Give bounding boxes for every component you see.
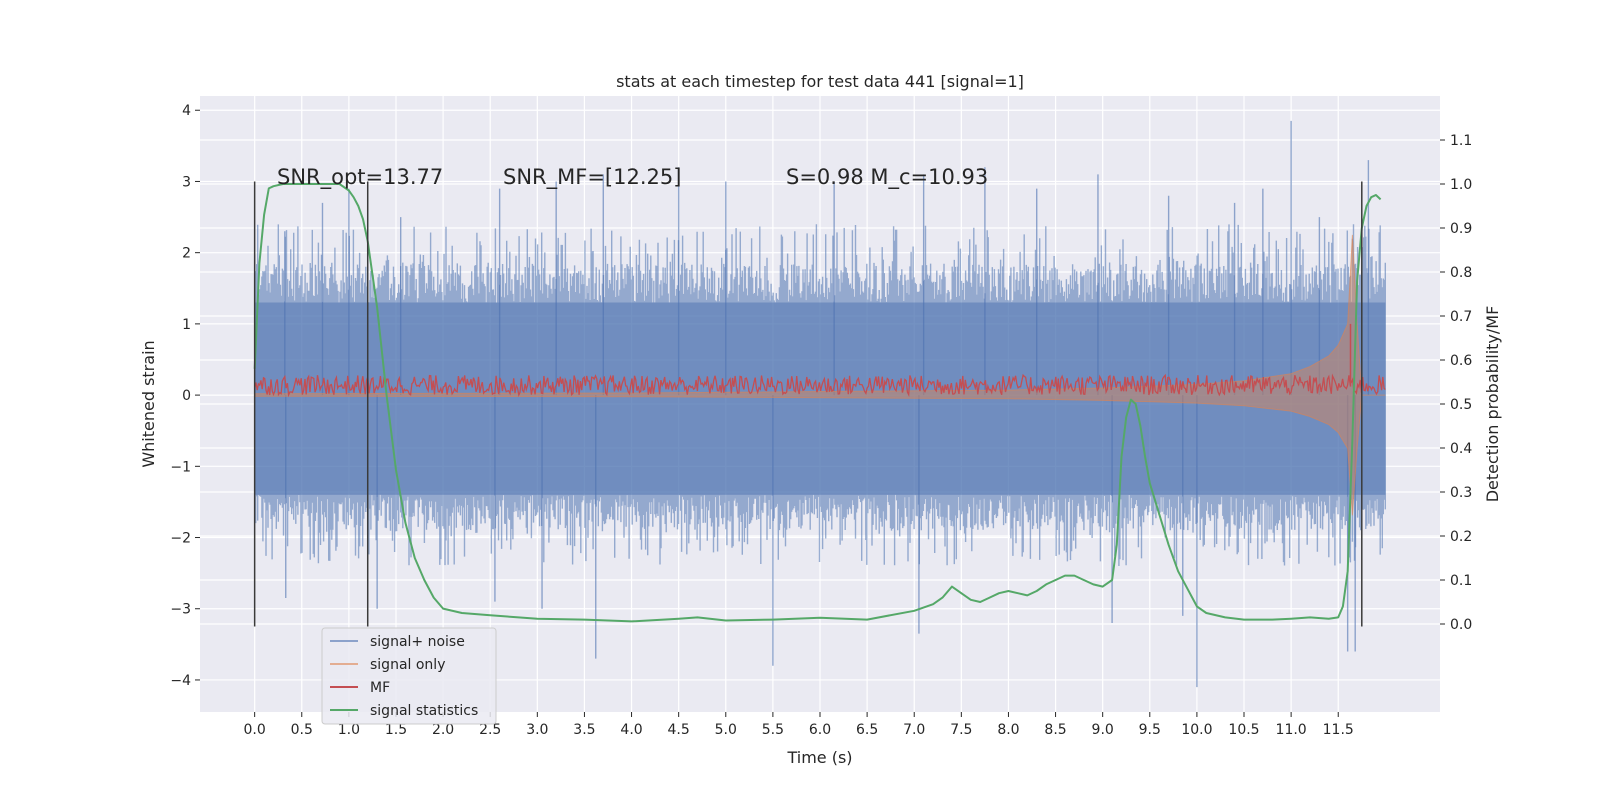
y-tick-label: 0 <box>182 388 191 404</box>
legend-label-signal-only: signal only <box>370 657 445 673</box>
x-tick-label: 2.5 <box>479 722 501 738</box>
y-tick-label: 2 <box>182 246 191 262</box>
legend-label-signal-statistics: signal statistics <box>370 703 478 719</box>
signal-statistics-line <box>253 183 1382 623</box>
legend-box <box>321 627 497 725</box>
x-tick-label: 8.5 <box>1044 722 1066 738</box>
y2-tick-label: 0.1 <box>1450 573 1472 589</box>
y-axis-label: Whitened strain <box>139 340 158 467</box>
vertical-markers <box>253 181 1363 627</box>
y-tick-label: 3 <box>182 174 191 190</box>
x-axis-ticks: 0.0 0.5 1.0 1.5 2.0 2.5 3.0 3.5 4.0 4.5 5.0 5.5 6.0 6… <box>244 712 1354 738</box>
mf-line <box>254 373 1386 398</box>
y2-tick-label: 1.1 <box>1450 133 1472 149</box>
y2-tick-label: 0.0 <box>1450 617 1472 633</box>
chart-title: stats at each timestep for test data 441… <box>616 72 1024 91</box>
annotation-snr-opt: SNR_opt=13.77 <box>277 165 443 190</box>
signal-only-envelope <box>254 234 1386 516</box>
y2-axis-label: Detection probability/MF <box>1483 306 1502 503</box>
y2-axis-ticks: 0.0 0.1 0.2 0.3 0.4 0.5 0.6 0.7 0.8 0.9 1.0 1.1 <box>1440 133 1472 633</box>
y-tick-label: 1 <box>182 317 191 333</box>
x-axis-label: Time (s) <box>786 748 852 767</box>
x-tick-label: 6.0 <box>809 722 831 738</box>
y-tick-label: −4 <box>170 673 191 689</box>
y-tick-label: −1 <box>170 459 191 475</box>
y2-tick-label: 0.7 <box>1450 309 1472 325</box>
x-tick-label: 8.0 <box>997 722 1019 738</box>
x-tick-label: 2.0 <box>432 722 454 738</box>
x-tick-label: 0.5 <box>291 722 313 738</box>
x-tick-label: 5.5 <box>762 722 784 738</box>
x-tick-label: 10.5 <box>1228 722 1259 738</box>
x-tick-label: 1.0 <box>338 722 360 738</box>
x-tick-label: 4.5 <box>668 722 690 738</box>
x-tick-label: 10.0 <box>1181 722 1212 738</box>
legend-label-mf: MF <box>370 680 390 696</box>
x-tick-label: 7.5 <box>950 722 972 738</box>
signal-plus-noise-series <box>254 120 1386 688</box>
legend: signal+ noise signal only MF signal stat… <box>321 627 497 725</box>
x-tick-label: 11.5 <box>1323 722 1354 738</box>
y2-tick-label: 0.2 <box>1450 529 1472 545</box>
x-tick-label: 3.5 <box>573 722 595 738</box>
x-tick-label: 9.5 <box>1139 722 1161 738</box>
legend-label-signal-plus-noise: signal+ noise <box>370 634 465 650</box>
mf-series <box>254 323 1386 398</box>
y2-tick-label: 0.3 <box>1450 485 1472 501</box>
annotation-snr-mf: SNR_MF=[12.25] <box>503 165 681 190</box>
y2-tick-label: 0.4 <box>1450 441 1472 457</box>
y2-tick-label: 0.8 <box>1450 265 1472 281</box>
y2-tick-label: 0.9 <box>1450 221 1472 237</box>
y2-tick-label: 1.0 <box>1450 177 1472 193</box>
annotation-s-mc: S=0.98 M_c=10.93 <box>786 165 988 190</box>
y-tick-label: −3 <box>170 602 191 618</box>
x-tick-label: 1.5 <box>385 722 407 738</box>
x-tick-label: 4.0 <box>620 722 642 738</box>
x-tick-label: 11.0 <box>1276 722 1307 738</box>
x-tick-label: 6.5 <box>856 722 878 738</box>
x-tick-label: 0.0 <box>244 722 266 738</box>
y-tick-label: 4 <box>182 103 191 119</box>
signal-statistics-series <box>253 183 1382 623</box>
y2-tick-label: 0.5 <box>1450 397 1472 413</box>
x-tick-label: 7.0 <box>903 722 925 738</box>
y2-tick-label: 0.6 <box>1450 353 1472 369</box>
signal-only-series <box>254 234 1386 516</box>
y-axis-ticks: −4 −3 −2 −1 0 1 2 3 4 <box>170 103 200 689</box>
x-tick-label: 9.0 <box>1092 722 1114 738</box>
x-tick-label: 5.0 <box>715 722 737 738</box>
x-tick-label: 3.0 <box>526 722 548 738</box>
y-tick-label: −2 <box>170 531 191 547</box>
